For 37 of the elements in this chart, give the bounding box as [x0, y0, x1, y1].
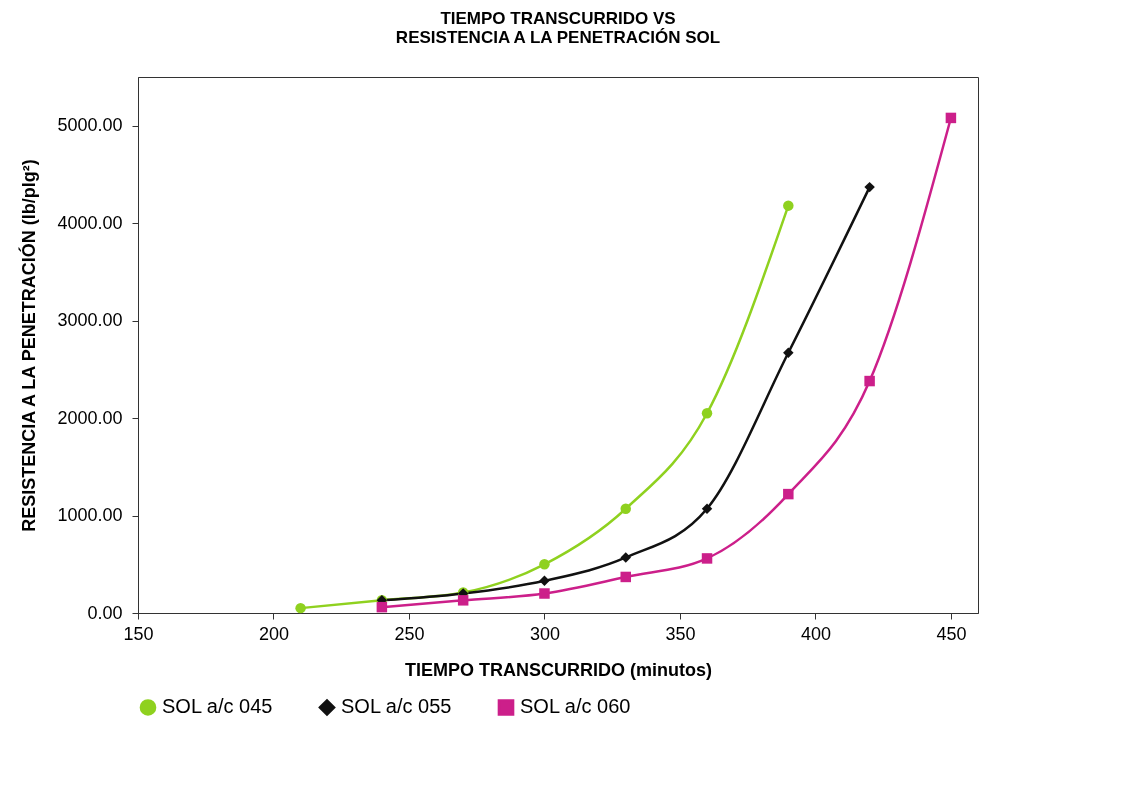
point	[945, 112, 957, 124]
x-tick-label: 300	[529, 623, 560, 644]
point	[783, 347, 794, 359]
point	[864, 375, 875, 387]
x-tick-label: 150	[123, 623, 154, 644]
legend-label: SOL a/c 045	[162, 695, 273, 718]
x-tick-label: 250	[394, 623, 425, 644]
point	[783, 200, 794, 211]
x-tick-label: 400	[800, 623, 831, 644]
point	[539, 575, 550, 587]
y-tick-label: 1000.00	[57, 505, 123, 526]
point	[620, 552, 631, 563]
point	[701, 503, 713, 514]
x-tick-label: 450	[936, 623, 967, 644]
point	[864, 181, 875, 193]
y-axis-title: RESISTENCIA A LA PENETRACIÓN (lb/plg²)	[18, 159, 40, 532]
y-tick-label: 3000.00	[57, 310, 123, 331]
x-tick-label: 200	[258, 623, 290, 644]
point	[620, 571, 631, 583]
point	[376, 601, 388, 613]
legend-label: SOL a/c 055	[341, 695, 452, 718]
y-tick-label: 0.00	[87, 602, 123, 623]
y-tick-label: 2000.00	[57, 407, 123, 428]
y-tick-label: 5000.00	[57, 115, 123, 136]
point	[701, 553, 713, 564]
chart-title: TIEMPO TRANSCURRIDO VS RESISTENCIA A LA PENETRACIÓN SOL	[395, 9, 721, 47]
point	[783, 488, 794, 500]
point	[295, 602, 306, 614]
point	[539, 588, 550, 599]
point	[539, 559, 550, 570]
x-tick-label: 350	[665, 623, 696, 644]
x-axis-title: TIEMPO TRANSCURRIDO (minutos)	[405, 659, 712, 680]
point	[701, 407, 713, 419]
y-tick-label: 4000.00	[57, 212, 123, 233]
legend-label: SOL a/c 060	[520, 695, 631, 718]
point	[457, 595, 469, 606]
point	[620, 503, 631, 514]
